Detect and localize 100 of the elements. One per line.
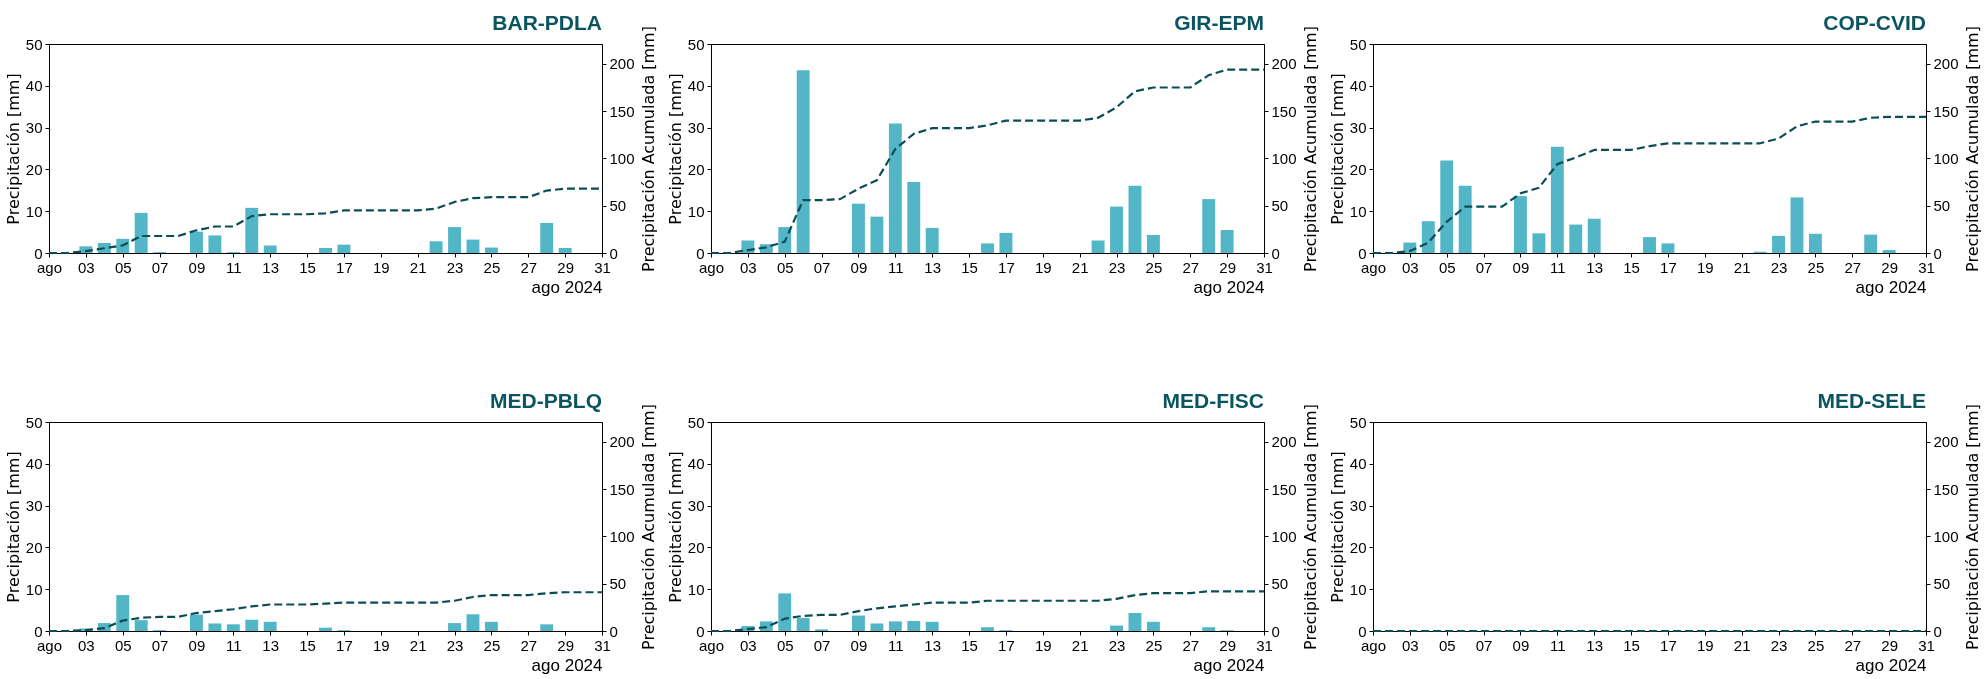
x-tick-label: 21 (1733, 636, 1751, 654)
y-tick-label: 30 (25, 497, 43, 515)
x-tick-label: 23 (446, 258, 464, 276)
y-tick-label: 50 (1349, 413, 1367, 431)
y2-axis-title: Precipitación Acumulada [mm] (638, 404, 658, 650)
y-tick-label: 10 (25, 202, 43, 220)
x-tick-label: 03 (78, 258, 95, 276)
y2-tick-label: 0 (1933, 244, 1942, 262)
y2-tick-label: 0 (1271, 622, 1280, 640)
y2-tick-label: 0 (1933, 622, 1942, 640)
y-axis-title: Precipitación [mm] (1327, 451, 1347, 603)
y2-tick-label: 50 (1271, 197, 1289, 215)
y-tick-label: 40 (687, 455, 705, 473)
y-axis-title: Precipitación [mm] (3, 73, 23, 225)
y-tick-label: 50 (687, 413, 705, 431)
x-tick-label: 19 (1034, 258, 1052, 276)
x-tick-label: 23 (446, 636, 464, 654)
y-tick-label: 20 (1349, 538, 1367, 556)
x-tick-label: 19 (1696, 258, 1714, 276)
x-tick-label: 07 (813, 636, 831, 654)
chart-title: GIR-EPM (1174, 10, 1264, 34)
x-tick-label: 05 (1438, 258, 1456, 276)
x-tick-label: 23 (1770, 636, 1788, 654)
x-tick-label: 07 (1475, 258, 1493, 276)
x-tick-label: 29 (1881, 258, 1898, 276)
x-tick-label: 09 (188, 636, 206, 654)
x-tick-label: 21 (1071, 636, 1089, 654)
y-tick-label: 10 (25, 580, 43, 598)
y-tick-label: 20 (25, 160, 43, 178)
y2-tick-label: 200 (609, 55, 635, 73)
x-tick-label: 05 (114, 636, 132, 654)
y2-tick-label: 100 (1933, 527, 1959, 545)
y-tick-label: 30 (25, 119, 43, 137)
x-tick-label: 15 (961, 258, 978, 276)
x-tick-label: 17 (336, 636, 353, 654)
x-tick-label: 27 (520, 258, 538, 276)
y-tick-label: 40 (687, 77, 705, 95)
y2-tick-label: 200 (609, 433, 635, 451)
y2-tick-label: 200 (1933, 433, 1959, 451)
y2-tick-label: 50 (609, 197, 627, 215)
chart-title: MED-FISC (1162, 388, 1264, 412)
x-tick-label: 21 (1733, 258, 1751, 276)
x-tick-label: 21 (409, 636, 427, 654)
x-tick-label: 11 (1550, 258, 1566, 276)
x-tick-label: 31 (1918, 258, 1935, 276)
y-tick-label: 20 (687, 538, 705, 556)
y-tick-label: 30 (687, 119, 705, 137)
chart-title: COP-CVID (1823, 10, 1926, 34)
x-tick-label: 11 (1550, 636, 1566, 654)
x-tick-label: 29 (1219, 258, 1236, 276)
y2-tick-label: 200 (1933, 55, 1959, 73)
x-tick-label: 27 (1182, 636, 1200, 654)
x-axis-title: ago 2024 (531, 655, 603, 675)
x-tick-label: 05 (776, 258, 794, 276)
x-tick-label: 05 (114, 258, 132, 276)
x-tick-label: 03 (740, 636, 757, 654)
x-tick-label: 09 (850, 636, 868, 654)
y2-tick-label: 50 (1933, 575, 1951, 593)
x-tick-label: 17 (336, 258, 353, 276)
y2-tick-label: 200 (1271, 433, 1297, 451)
y2-axis-title: Precipitación Acumulada [mm] (1300, 404, 1320, 650)
x-tick-label: 25 (1145, 258, 1163, 276)
x-tick-label: 07 (151, 636, 169, 654)
y2-tick-label: 100 (609, 527, 635, 545)
y2-tick-label: 50 (609, 575, 627, 593)
y-tick-label: 10 (1349, 202, 1367, 220)
y-axis-title: Precipitación [mm] (1327, 73, 1347, 225)
x-tick-label: 27 (520, 636, 538, 654)
x-tick-label: 23 (1108, 258, 1126, 276)
x-tick-label: 19 (1696, 636, 1714, 654)
x-tick-label: 31 (594, 636, 611, 654)
x-tick-label: 05 (1438, 636, 1456, 654)
x-tick-label: 17 (998, 636, 1015, 654)
x-tick-label: 25 (1807, 636, 1825, 654)
x-tick-label: 15 (299, 636, 316, 654)
x-tick-label: 03 (1402, 636, 1419, 654)
y-tick-label: 50 (25, 413, 43, 431)
y2-tick-label: 200 (1271, 55, 1297, 73)
chart-title: BAR-PDLA (492, 10, 602, 34)
x-tick-label: 27 (1844, 258, 1862, 276)
x-tick-label: 15 (299, 258, 316, 276)
y2-tick-label: 0 (609, 244, 618, 262)
x-tick-label: 05 (776, 636, 794, 654)
x-tick-label: 31 (1918, 636, 1935, 654)
x-tick-label: 31 (1256, 258, 1273, 276)
y-tick-label: 20 (687, 160, 705, 178)
x-tick-label: 13 (262, 636, 280, 654)
y2-tick-label: 100 (1271, 527, 1297, 545)
y2-tick-label: 0 (609, 622, 618, 640)
x-tick-label: 21 (409, 258, 427, 276)
chart-title: MED-PBLQ (490, 388, 602, 412)
x-tick-label: 27 (1844, 636, 1862, 654)
chart-title: MED-SELE (1817, 388, 1926, 412)
x-tick-label: 17 (998, 258, 1015, 276)
x-tick-label: 25 (1807, 258, 1825, 276)
x-tick-label: 21 (1071, 258, 1089, 276)
x-tick-label: 03 (1402, 258, 1419, 276)
x-tick-label: 27 (1182, 258, 1200, 276)
x-tick-label: 07 (813, 258, 831, 276)
y2-tick-label: 150 (609, 102, 635, 120)
